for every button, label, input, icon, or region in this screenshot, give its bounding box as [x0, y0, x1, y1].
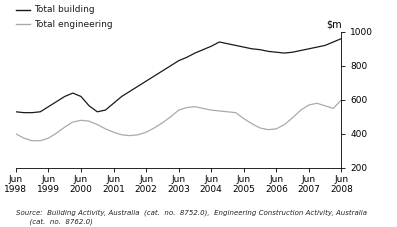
Text: Source:  Building Activity, Australia  (cat.  no.  8752.0),  Engineering Constru: Source: Building Activity, Australia (ca…: [16, 210, 367, 225]
Text: $m: $m: [326, 19, 341, 29]
Text: Total building: Total building: [34, 5, 94, 14]
Text: Total engineering: Total engineering: [34, 20, 112, 29]
